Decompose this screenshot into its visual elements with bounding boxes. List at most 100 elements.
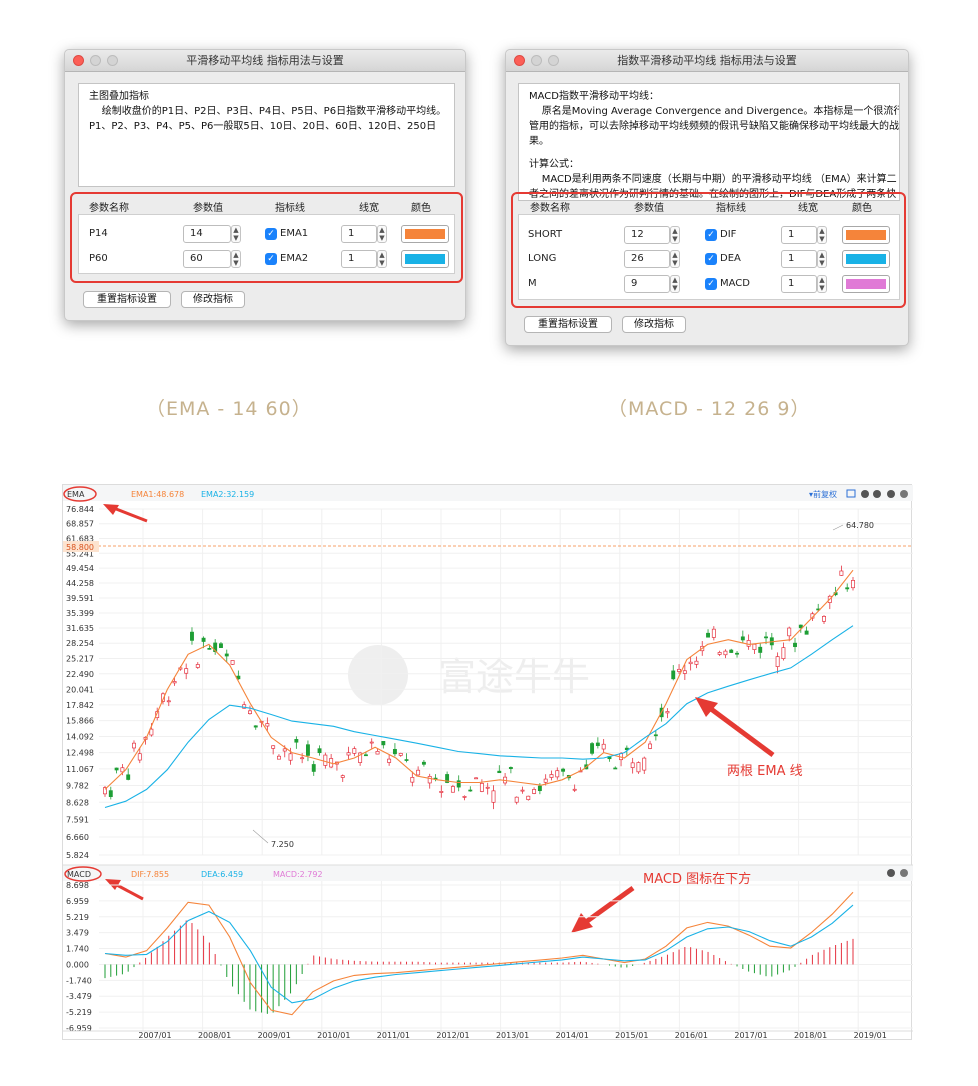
header-color: 颜色 bbox=[852, 203, 872, 214]
x-axis: 2007/01 2008/01 2009/01 2010/01 2011/01 2012/… bbox=[63, 1030, 913, 1040]
modify-indicator-button[interactable]: 修改指标 bbox=[622, 316, 686, 333]
close-window-button[interactable] bbox=[73, 55, 84, 66]
candle-body bbox=[781, 647, 786, 659]
dif-width-input[interactable]: 1 bbox=[781, 226, 817, 244]
dif-line bbox=[104, 891, 854, 1016]
candle-body bbox=[601, 743, 606, 750]
macd-checkbox[interactable]: ✓ bbox=[705, 278, 717, 290]
candle-body bbox=[300, 757, 305, 760]
modify-indicator-button[interactable]: 修改指标 bbox=[181, 291, 245, 308]
dif-color-fill bbox=[846, 230, 886, 240]
p60-stepper[interactable]: ▲ ▼ bbox=[231, 250, 241, 268]
y-tick-label: -1.740 bbox=[66, 976, 92, 985]
ema2-width-stepper[interactable]: ▲ ▼ bbox=[377, 250, 387, 268]
close-pane-icon[interactable] bbox=[887, 869, 895, 877]
minimize-window-button[interactable] bbox=[90, 55, 101, 66]
candle-body bbox=[103, 787, 107, 795]
y-tick-label: 6.959 bbox=[66, 897, 89, 906]
ema-selector-highlight bbox=[63, 486, 97, 502]
ema1-width-stepper[interactable]: ▲ ▼ bbox=[377, 225, 387, 243]
dea-width-stepper[interactable]: ▲ ▼ bbox=[817, 250, 827, 268]
y-tick-label: 3.479 bbox=[66, 929, 89, 938]
chart-type-icon[interactable] bbox=[846, 489, 856, 498]
ema1-width-input[interactable]: 1 bbox=[341, 225, 377, 243]
gear-icon[interactable] bbox=[900, 490, 908, 498]
desc-line: 计算公式： bbox=[529, 159, 579, 170]
close-window-button[interactable] bbox=[514, 55, 525, 66]
ema1-line bbox=[104, 569, 854, 790]
ema1-checkbox[interactable]: ✓ bbox=[265, 228, 277, 240]
macd-grid bbox=[99, 884, 913, 1029]
short-value-input[interactable]: 12 bbox=[624, 226, 670, 244]
dif-color-swatch[interactable] bbox=[842, 226, 890, 244]
dea-label: DEA bbox=[720, 253, 741, 264]
watermark: 富途牛牛 bbox=[348, 645, 590, 705]
ema2-width-input[interactable]: 1 bbox=[341, 250, 377, 268]
dif-checkbox[interactable]: ✓ bbox=[705, 229, 717, 241]
dea-legend: DEA:6.459 bbox=[201, 870, 243, 879]
p60-value-input[interactable]: 60 bbox=[183, 250, 231, 268]
annotation-arrow-macd bbox=[571, 885, 635, 933]
m-value-input[interactable]: 9 bbox=[624, 275, 670, 293]
desc-line: 管用的指标，可以去除掉移动平均线频频的假讯号缺陷又能确保移动平均线最大的战 bbox=[529, 121, 899, 132]
chart-canvas[interactable]: EMA EMA1:48.678 EMA2:32.159 ▾前复权 富途牛牛 76… bbox=[63, 485, 913, 1041]
candle-body bbox=[358, 752, 363, 763]
ema2-label: EMA2 bbox=[280, 253, 309, 264]
zoom-window-button[interactable] bbox=[548, 55, 559, 66]
candle-body bbox=[624, 747, 629, 751]
annotation-arrow-ema-selector bbox=[103, 504, 148, 523]
candle-body bbox=[537, 785, 542, 792]
desc-line: MACD是利用两条不同速度（长期与中期）的平滑移动平均线 （EMA）来计算二 bbox=[529, 174, 897, 185]
gear-icon[interactable] bbox=[900, 869, 908, 877]
candle-body bbox=[253, 725, 258, 728]
dif-width-stepper[interactable]: ▲ ▼ bbox=[817, 226, 827, 244]
dea-checkbox[interactable]: ✓ bbox=[705, 253, 717, 265]
candle-body bbox=[207, 648, 212, 650]
adjust-mode-dropdown[interactable]: ▾前复权 bbox=[809, 489, 837, 499]
x-tick-label: 2016/01 bbox=[675, 1031, 708, 1040]
y-tick-label: 5.219 bbox=[66, 913, 89, 922]
dea-width-input[interactable]: 1 bbox=[781, 250, 817, 268]
candle-body bbox=[294, 739, 299, 743]
candle-body bbox=[305, 744, 310, 756]
long-stepper[interactable]: ▲ ▼ bbox=[670, 250, 680, 268]
candle-body bbox=[427, 776, 432, 784]
high-price-label: 64.780 bbox=[846, 521, 874, 530]
plus-icon[interactable] bbox=[887, 490, 895, 498]
candle-body bbox=[630, 762, 635, 768]
long-value-input[interactable]: 26 bbox=[624, 250, 670, 268]
p14-value-input[interactable]: 14 bbox=[183, 225, 231, 243]
reset-indicator-button[interactable]: 重置指标设置 bbox=[83, 291, 171, 308]
candle-body bbox=[271, 745, 276, 749]
dif-label: DIF bbox=[720, 229, 737, 240]
header-line-width: 线宽 bbox=[798, 203, 818, 214]
y-tick-label: -6.959 bbox=[66, 1024, 92, 1033]
ema1-color-swatch[interactable] bbox=[401, 225, 449, 243]
y-tick-label: 44.258 bbox=[66, 579, 94, 588]
candle-body bbox=[642, 757, 647, 771]
ema2-checkbox[interactable]: ✓ bbox=[265, 253, 277, 265]
ema2-color-swatch[interactable] bbox=[401, 250, 449, 268]
macd-width-input[interactable]: 1 bbox=[781, 275, 817, 293]
macd-legend: MACD:2.792 bbox=[273, 870, 323, 879]
ema-indicator-selector[interactable]: EMA bbox=[67, 490, 85, 499]
macd-color-swatch[interactable] bbox=[842, 275, 890, 293]
minus-icon[interactable] bbox=[873, 490, 881, 498]
short-stepper[interactable]: ▲ ▼ bbox=[670, 226, 680, 244]
minimize-window-button[interactable] bbox=[531, 55, 542, 66]
candle-body bbox=[474, 777, 479, 780]
candle-body bbox=[653, 734, 658, 737]
minus-icon[interactable] bbox=[861, 490, 869, 498]
p14-stepper[interactable]: ▲ ▼ bbox=[231, 225, 241, 243]
candle-body bbox=[694, 660, 699, 665]
zoom-window-button[interactable] bbox=[107, 55, 118, 66]
macd-indicator-selector[interactable]: MACD bbox=[67, 870, 91, 879]
m-stepper[interactable]: ▲ ▼ bbox=[670, 275, 680, 293]
macd-width-stepper[interactable]: ▲ ▼ bbox=[817, 275, 827, 293]
reset-indicator-button[interactable]: 重置指标设置 bbox=[524, 316, 612, 333]
candle-body bbox=[520, 789, 525, 792]
dea-color-swatch[interactable] bbox=[842, 250, 890, 268]
y-tick-label: 31.635 bbox=[66, 624, 94, 633]
header-color: 颜色 bbox=[411, 203, 431, 214]
y-tick-label: 39.591 bbox=[66, 594, 94, 603]
